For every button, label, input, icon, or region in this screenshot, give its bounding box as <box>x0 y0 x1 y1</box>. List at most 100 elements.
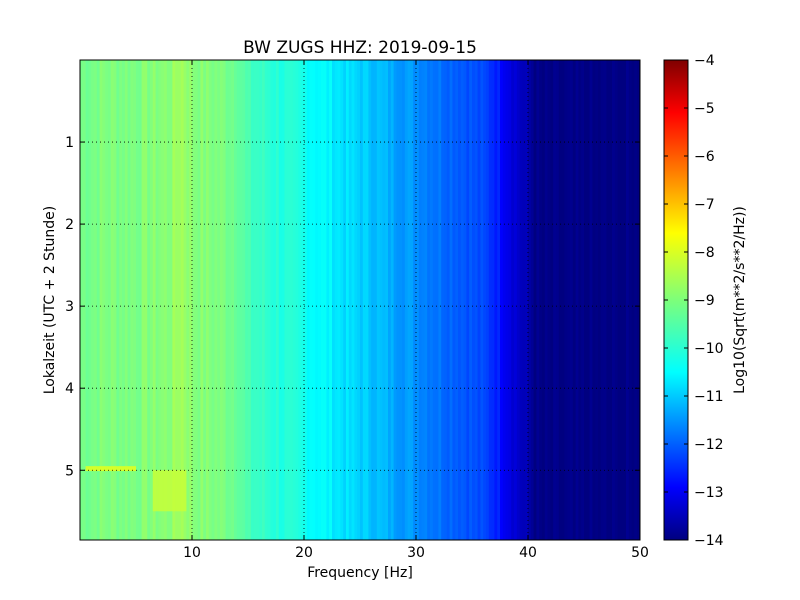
colorbar-tick-label: −6 <box>694 149 715 165</box>
heatmap-column <box>474 60 478 540</box>
heatmap-column <box>231 60 235 540</box>
heatmap-column <box>354 60 358 540</box>
heatmap-column <box>290 60 294 540</box>
heatmap-column <box>402 60 406 540</box>
heatmap-column <box>578 60 582 540</box>
heatmap-column <box>572 60 576 540</box>
heatmap-column <box>264 60 268 540</box>
heatmap-column <box>214 60 218 540</box>
heatmap-column <box>183 60 187 540</box>
heatmap-column <box>220 60 224 540</box>
heatmap-column <box>584 60 588 540</box>
y-axis: 1 2 3 4 5 <box>65 135 640 479</box>
heatmap-column <box>497 60 501 540</box>
heatmap-column <box>318 60 322 540</box>
heatmap-column <box>390 60 394 540</box>
heatmap-column <box>301 60 305 540</box>
colorbar-label: Log10(Sqrt(m**2/s**2/Hz)) <box>732 206 748 394</box>
heatmap-column <box>592 60 596 540</box>
heatmap-column <box>382 60 386 540</box>
heatmap-column <box>421 60 425 540</box>
heatmap-column <box>449 60 453 540</box>
heatmap-column <box>368 60 372 540</box>
heatmap-column <box>337 60 341 540</box>
heatmap-column <box>278 60 282 540</box>
heatmap-column <box>133 60 137 540</box>
heatmap-column <box>371 60 375 540</box>
heatmap-column <box>180 60 184 540</box>
heatmap-column <box>480 60 484 540</box>
heatmap-column <box>404 60 408 540</box>
heatmap-column <box>164 60 168 540</box>
chart-title: BW ZUGS HHZ: 2019-09-15 <box>243 38 477 58</box>
heatmap-column <box>217 60 221 540</box>
heatmap-column <box>575 60 579 540</box>
heatmap-column <box>446 60 450 540</box>
heatmap-column <box>491 60 495 540</box>
heatmap-column <box>85 60 89 540</box>
heatmap-column <box>329 60 333 540</box>
colorbar-tick-label: −9 <box>694 293 715 309</box>
heatmap-column <box>82 60 86 540</box>
heatmap-column <box>295 60 299 540</box>
heatmap-column <box>553 60 557 540</box>
heatmap-column <box>80 60 84 540</box>
heatmap-column <box>186 60 190 540</box>
heatmap-column <box>239 60 243 540</box>
heatmap-column <box>225 60 229 540</box>
heatmap-column <box>343 60 347 540</box>
heatmap-column <box>598 60 602 540</box>
heatmap-column <box>502 60 506 540</box>
colorbar-ticks: −4 −5 −6 −7 −8 −9 −10 −11 −12 −13 −14 <box>664 53 724 549</box>
heatmap-column <box>505 60 509 540</box>
heatmap-column <box>88 60 92 540</box>
heatmap-column <box>175 60 179 540</box>
heatmap-column <box>116 60 120 540</box>
heatmap-column <box>631 60 635 540</box>
heatmap-column <box>472 60 476 540</box>
heatmap-column <box>147 60 151 540</box>
colorbar: −4 −5 −6 −7 −8 −9 −10 −11 −12 −13 −14 <box>663 53 724 549</box>
heatmap-column <box>530 60 534 540</box>
heatmap-column <box>494 60 498 540</box>
heatmap-column <box>410 60 414 540</box>
y-tick-label: 1 <box>65 135 74 151</box>
y-tick-label: 2 <box>65 217 74 233</box>
heatmap-column <box>567 60 571 540</box>
heatmap-column <box>91 60 95 540</box>
heatmap-column <box>441 60 445 540</box>
y-tick-label: 3 <box>65 299 74 315</box>
heatmap-column <box>250 60 254 540</box>
heatmap-column <box>612 60 616 540</box>
heatmap-column <box>609 60 613 540</box>
heatmap-column <box>581 60 585 540</box>
colorbar-tick-label: −12 <box>694 437 724 453</box>
heatmap-column <box>267 60 271 540</box>
heatmap-column <box>256 60 260 540</box>
heatmap-column <box>332 60 336 540</box>
heatmap-column <box>600 60 604 540</box>
grid-lines <box>80 60 640 540</box>
heatmap-column <box>203 60 207 540</box>
heatmap-column <box>393 60 397 540</box>
heatmap-column <box>169 60 173 540</box>
heatmap-column <box>262 60 266 540</box>
heatmap-column <box>130 60 134 540</box>
heatmap-column <box>544 60 548 540</box>
heatmap-column <box>539 60 543 540</box>
heatmap-column <box>346 60 350 540</box>
heatmap-column <box>614 60 618 540</box>
heatmap-column <box>628 60 632 540</box>
heatmap-column <box>435 60 439 540</box>
heatmap-column <box>424 60 428 540</box>
heatmap-column <box>623 60 627 540</box>
heatmap-column <box>323 60 327 540</box>
heatmap-column <box>525 60 529 540</box>
heatmap-column <box>253 60 257 540</box>
heatmap-column <box>281 60 285 540</box>
heatmap-column <box>486 60 490 540</box>
heatmap-column <box>438 60 442 540</box>
heatmap-column <box>161 60 165 540</box>
heatmap-column <box>360 60 364 540</box>
heatmap-column <box>511 60 515 540</box>
